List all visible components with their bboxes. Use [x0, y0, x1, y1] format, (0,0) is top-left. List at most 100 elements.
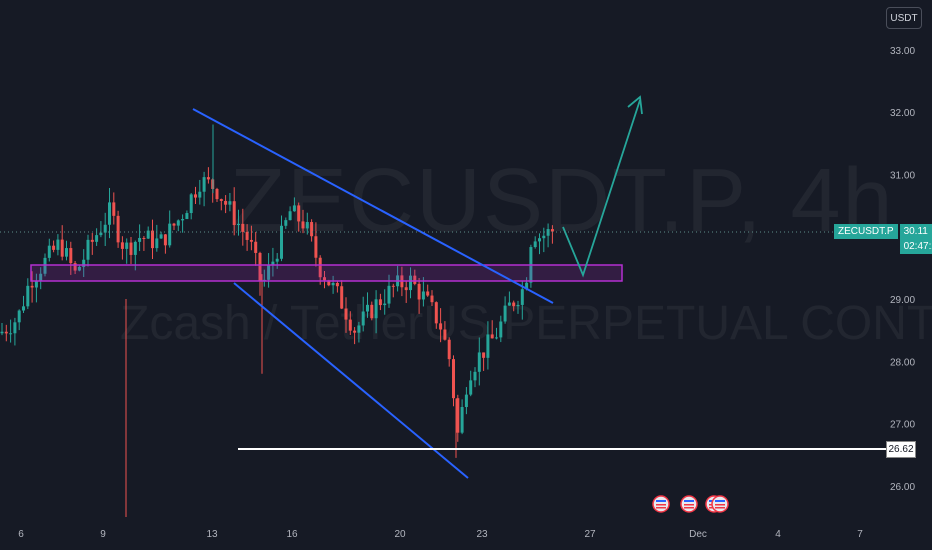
- candle: [443, 321, 447, 341]
- candle: [456, 394, 460, 442]
- candle: [542, 227, 546, 253]
- candle: [189, 193, 193, 220]
- candle: [409, 267, 412, 299]
- candle: [120, 236, 124, 260]
- candle: [249, 225, 253, 251]
- price-tag-values: 30.11 02:47:24: [899, 224, 932, 254]
- candle: [4, 324, 8, 342]
- candle: [202, 171, 206, 207]
- projection-path[interactable]: [562, 99, 641, 278]
- candle: [73, 260, 77, 275]
- candle: [34, 273, 38, 303]
- x-tick-label: 6: [18, 529, 24, 540]
- candle: [232, 187, 236, 236]
- y-tick-label: 27.00: [890, 420, 915, 431]
- y-tick-label: 29.00: [890, 295, 915, 306]
- y-tick-label: 33.00: [890, 46, 915, 57]
- candle: [159, 231, 163, 240]
- candle: [370, 301, 374, 321]
- candle: [439, 308, 443, 343]
- x-tick-label: 4: [775, 529, 781, 540]
- candle: [241, 208, 245, 246]
- x-tick-label: 7: [857, 529, 863, 540]
- candle: [473, 367, 477, 388]
- economic-event-icon[interactable]: [652, 495, 670, 513]
- candle: [125, 238, 129, 264]
- candle: [65, 240, 68, 261]
- candle: [194, 186, 197, 205]
- x-tick-label: 27: [584, 529, 596, 540]
- candle: [138, 224, 142, 252]
- candle: [452, 355, 455, 407]
- price-tag-price: 30.11: [903, 226, 928, 237]
- candle: [9, 319, 13, 343]
- candle: [224, 195, 228, 214]
- candle: [155, 224, 159, 252]
- currency-button[interactable]: USDT: [886, 7, 922, 29]
- candle: [486, 321, 490, 370]
- candle: [495, 327, 498, 340]
- candle: [383, 289, 387, 315]
- chart-watermark-symbol: ZECUSDT.P, 4h: [230, 151, 895, 251]
- candle: [17, 309, 21, 331]
- candle: [228, 192, 232, 212]
- candle: [69, 241, 73, 275]
- candle: [340, 280, 344, 310]
- y-tick-label: 26.00: [890, 482, 915, 493]
- candle: [22, 295, 25, 313]
- candle: [288, 206, 292, 221]
- candle: [47, 238, 51, 262]
- candle: [477, 337, 481, 386]
- candle: [176, 219, 180, 232]
- candle: [206, 167, 210, 184]
- candle: [39, 267, 43, 290]
- candle: [112, 192, 116, 225]
- events-row: [652, 495, 729, 513]
- candle: [151, 219, 154, 259]
- candle: [146, 226, 150, 239]
- y-tick-label: 28.00: [890, 357, 915, 368]
- candle: [237, 209, 240, 236]
- candle: [215, 187, 219, 202]
- candle: [142, 236, 146, 251]
- candle: [546, 223, 550, 248]
- candle: [198, 179, 202, 205]
- candle: [499, 315, 503, 343]
- lower-trendline[interactable]: [233, 282, 469, 479]
- resistance-zone[interactable]: [30, 264, 623, 282]
- candle: [30, 271, 34, 303]
- candles-group: [0, 124, 554, 518]
- x-tick-label: 20: [394, 529, 406, 540]
- candle: [434, 301, 438, 329]
- candle: [464, 387, 468, 415]
- candle: [482, 352, 486, 371]
- upper-trendline[interactable]: [192, 108, 554, 304]
- candle: [353, 327, 357, 345]
- candle: [219, 198, 223, 211]
- candle: [292, 197, 296, 212]
- candle: [344, 297, 348, 333]
- candle: [82, 249, 86, 278]
- candle: [366, 292, 369, 318]
- candle: [460, 399, 464, 435]
- candle: [378, 293, 382, 311]
- y-tick-label: 31.00: [890, 170, 915, 181]
- candle: [538, 233, 541, 255]
- candle: [426, 284, 430, 297]
- candle: [533, 236, 537, 249]
- economic-event-icon[interactable]: [711, 495, 729, 513]
- candle: [95, 228, 99, 246]
- economic-event-icon[interactable]: [680, 495, 698, 513]
- chart-watermark-description: Zcash / TetherUS PERPETUAL CONTRACT: [120, 297, 932, 350]
- x-tick-label: 23: [476, 529, 488, 540]
- candle: [271, 247, 275, 277]
- candle: [374, 290, 378, 334]
- candle: [284, 217, 288, 229]
- candle: [301, 209, 305, 234]
- candle: [516, 300, 520, 314]
- candle: [103, 212, 107, 247]
- candle: [60, 225, 64, 261]
- price-tag-countdown: 02:47:24: [903, 241, 932, 252]
- candle: [348, 311, 352, 336]
